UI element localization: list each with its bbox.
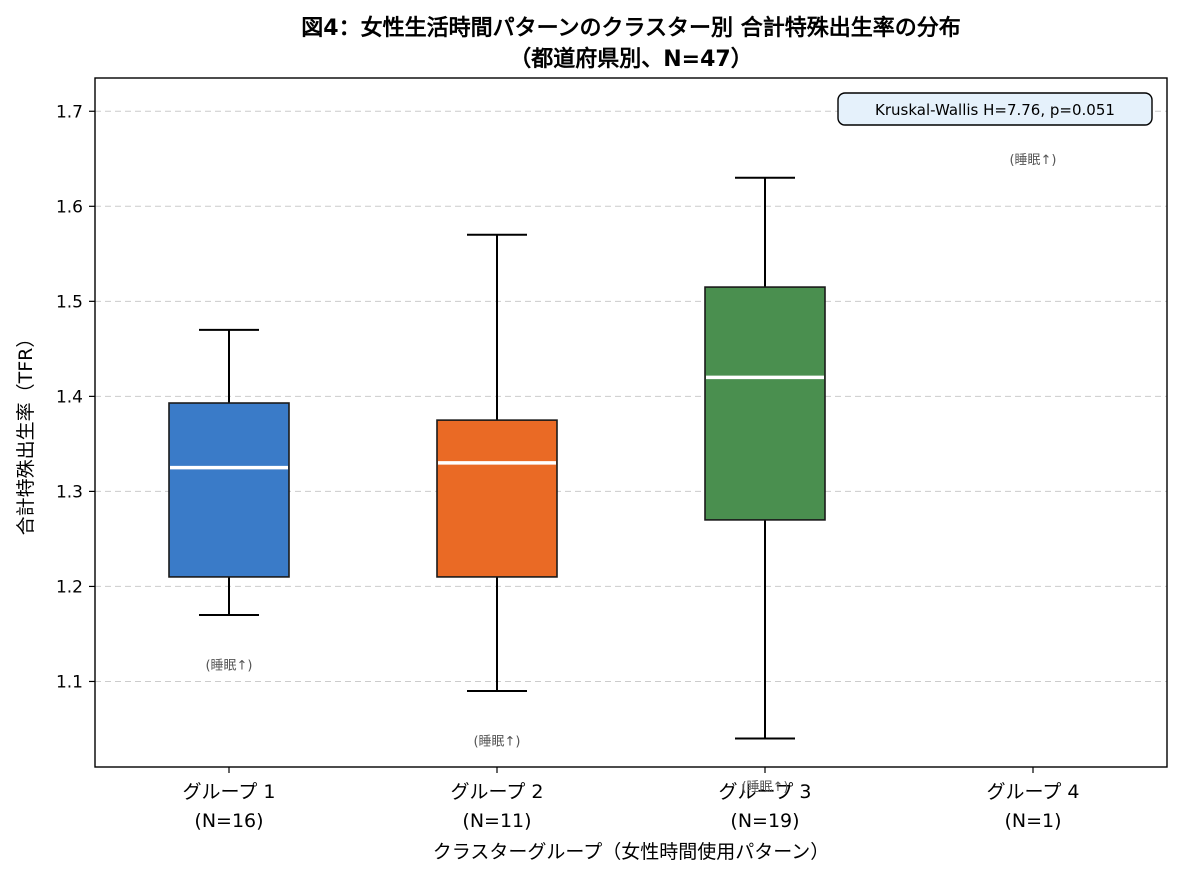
stat-box: Kruskal-Wallis H=7.76, p=0.051 — [837, 92, 1153, 126]
x-tick-count: (N=1) — [1004, 810, 1061, 832]
plot-frame — [94, 77, 1168, 768]
y-tick-label: 1.7 — [56, 102, 83, 122]
box-group-1 — [168, 328, 290, 616]
chart-title-line2: （都道府県別、N=47） — [509, 46, 752, 72]
iqr-box — [704, 286, 826, 521]
boxes — [168, 176, 826, 740]
gridlines — [95, 110, 1167, 682]
annotation-label: (睡眠↑) — [1009, 153, 1056, 168]
y-axis-ticks: 1.1 1.2 1.3 1.4 1.5 1.6 1.7 — [56, 102, 95, 692]
y-tick-label: 1.6 — [56, 197, 83, 217]
y-axis-label: 合計特殊出生率（TFR） — [15, 329, 37, 536]
x-tick-label: グループ 4 — [987, 781, 1080, 803]
x-tick-count: (N=19) — [730, 810, 799, 832]
iqr-box — [168, 402, 290, 578]
y-tick-label: 1.5 — [56, 292, 83, 312]
chart-title-line1: 図4：女性生活時間パターンのクラスター別 合計特殊出生率の分布 — [301, 15, 960, 41]
iqr-box — [436, 419, 558, 578]
x-axis-label: クラスターグループ（女性時間使用パターン） — [433, 841, 830, 863]
annotation-label: (睡眠↑) — [741, 780, 788, 795]
x-tick-count: (N=11) — [462, 810, 531, 832]
box-group-2 — [436, 233, 558, 692]
y-tick-label: 1.4 — [56, 387, 83, 407]
x-tick-label: グループ 2 — [451, 781, 544, 803]
x-axis-ticks: グループ 1 (N=16) グループ 2 (N=11) グループ 3 (N=19) グループ… — [183, 767, 1080, 832]
stat-box-background — [837, 92, 1153, 126]
y-tick-label: 1.2 — [56, 577, 83, 597]
y-tick-label: 1.1 — [56, 672, 83, 692]
box-group-3 — [704, 176, 826, 740]
x-tick-count: (N=16) — [194, 810, 263, 832]
x-tick-label: グループ 3 — [719, 781, 812, 803]
x-tick-label: グループ 1 — [183, 781, 276, 803]
annotation-label: (睡眠↑) — [473, 734, 520, 749]
annotations: (睡眠↑) (睡眠↑) (睡眠↑) (睡眠↑) — [205, 153, 1056, 795]
annotation-label: (睡眠↑) — [205, 658, 252, 673]
y-tick-label: 1.3 — [56, 482, 83, 502]
stat-text: Kruskal-Wallis H=7.76, p=0.051 — [875, 101, 1115, 119]
